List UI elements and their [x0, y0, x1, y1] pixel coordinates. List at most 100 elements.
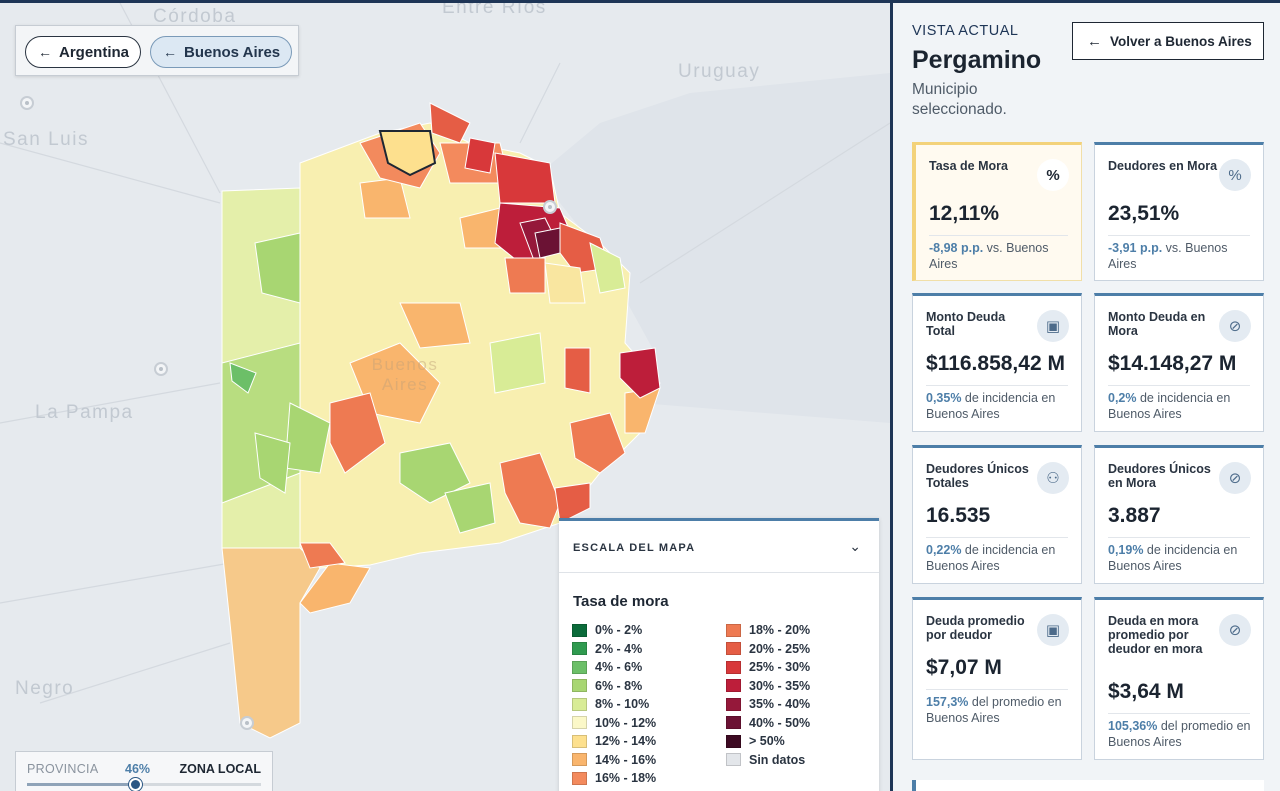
legend-item: 25% - 30% — [726, 658, 810, 677]
breadcrumb-argentina-button[interactable]: ← Argentina — [25, 36, 142, 68]
legend-swatch — [572, 753, 587, 767]
stat-card-note: -8,98 p.p. vs. Buenos Aires — [929, 241, 1077, 272]
stat-card-note-text: vs. Buenos Aires — [929, 241, 1049, 271]
stat-card[interactable]: Deudores Únicos Totales ⚇ 16.535 0,22% de i… — [912, 445, 1082, 584]
legend-subtitle: Tasa de mora — [573, 593, 669, 610]
legend-swatch — [726, 642, 741, 656]
divider — [1108, 537, 1250, 538]
breadcrumb-label: Argentina — [59, 43, 130, 61]
stat-card-title: Deuda promedio por deudor — [926, 614, 1025, 642]
map-canvas[interactable] — [0, 3, 890, 791]
stat-card-title: Deudores Únicos Totales — [926, 462, 1029, 490]
stat-card-value: $14.148,27 M — [1108, 352, 1237, 375]
next-card-stub — [912, 780, 1264, 791]
map-legend: ESCALA DEL MAPA ⌄ Tasa de mora 0% - 2% 2%… — [559, 518, 879, 791]
back-to-buenos-aires-button[interactable]: ← Volver a Buenos Aires — [1072, 22, 1264, 60]
legend-item-label: 25% - 30% — [749, 660, 811, 675]
top-border — [0, 0, 1280, 3]
arrow-left-icon: ← — [38, 44, 52, 60]
legend-item-label: 4% - 6% — [595, 660, 643, 675]
stat-card-note-highlight: -8,98 p.p. — [929, 241, 984, 255]
legend-item: 2% - 4% — [572, 640, 656, 659]
stat-card[interactable]: Tasa de Mora% 12,11% -8,98 p.p. vs. Buenos… — [912, 142, 1082, 281]
money-off-icon: ⊘ — [1219, 310, 1251, 342]
stat-card-value: $3,64 M — [1108, 680, 1184, 703]
legend-item: 18% - 20% — [726, 621, 810, 640]
legend-item: 10% - 12% — [572, 714, 656, 733]
stat-card-note: 105,36% del promedio en Buenos Aires — [1108, 719, 1256, 750]
legend-swatch — [726, 734, 741, 748]
stat-card-value: 12,11% — [929, 202, 1000, 225]
breadcrumb: ← Argentina ← Buenos Aires — [15, 25, 299, 76]
divider — [1108, 385, 1250, 386]
stat-card-note-highlight: 0,2% — [1108, 391, 1137, 405]
legend-item-label: 0% - 2% — [595, 623, 643, 638]
divider — [926, 689, 1068, 690]
slider-left-label: PROVINCIA — [27, 762, 99, 776]
arrow-left-icon: ← — [163, 44, 177, 60]
stat-card[interactable]: Deuda promedio por deudor ▣ $7,07 M 157,3% … — [912, 597, 1082, 760]
chevron-down-icon[interactable]: ⌄ — [849, 538, 861, 554]
legend-item-label: 20% - 25% — [749, 641, 811, 656]
legend-item: 35% - 40% — [726, 695, 810, 714]
legend-item-label: 16% - 18% — [595, 771, 657, 786]
percent-icon: % — [1037, 159, 1069, 191]
legend-swatch — [726, 697, 741, 711]
stat-card[interactable]: Monto Deuda en Mora ⊘ $14.148,27 M 0,2% de … — [1094, 293, 1264, 432]
legend-item: 6% - 8% — [572, 677, 656, 696]
stat-card-title: Tasa de Mora — [929, 159, 1008, 173]
stat-card-note-highlight: 0,35% — [926, 391, 962, 405]
legend-item: 16% - 18% — [572, 769, 656, 788]
slider-handle[interactable] — [128, 778, 142, 791]
legend-item: 14% - 16% — [572, 751, 656, 770]
current-view-label: VISTA ACTUAL — [912, 23, 1019, 39]
place-label-uruguay: Uruguay — [678, 61, 761, 82]
stat-card-note-highlight: 0,22% — [926, 543, 962, 557]
legend-item: 40% - 50% — [726, 714, 810, 733]
stat-card[interactable]: Deudores Únicos en Mora ⊘ 3.887 0,19% de in… — [1094, 445, 1264, 584]
slider-track[interactable] — [27, 778, 261, 791]
stat-card-note-text: de incidencia en Buenos Aires — [1108, 391, 1231, 421]
legend-item-label: > 50% — [749, 734, 785, 749]
province-shape — [221, 102, 661, 739]
stat-card-note: 0,35% de incidencia en Buenos Aires — [926, 391, 1074, 422]
stat-card-note-highlight: 105,36% — [1108, 719, 1158, 733]
place-label-la-pampa: La Pampa — [35, 402, 134, 423]
stat-card[interactable]: Deudores en Mora% 23,51% -3,91 p.p. vs. Bu… — [1094, 142, 1264, 281]
legend-item: 12% - 14% — [572, 732, 656, 751]
breadcrumb-buenos-aires-button[interactable]: ← Buenos Aires — [150, 36, 293, 68]
divider — [1108, 235, 1250, 236]
percent-icon: % — [1219, 159, 1251, 191]
legend-swatch — [572, 697, 587, 711]
stat-card-note-text: vs. Buenos Aires — [1108, 241, 1228, 271]
stat-card-note: 0,2% de incidencia en Buenos Aires — [1108, 391, 1256, 422]
city-marker[interactable] — [240, 716, 254, 730]
stat-card-value: 3.887 — [1108, 504, 1161, 527]
legend-item: 8% - 10% — [572, 695, 656, 714]
legend-item: 0% - 2% — [572, 621, 656, 640]
legend-item: 4% - 6% — [572, 658, 656, 677]
city-marker[interactable] — [20, 96, 34, 110]
map-area[interactable]: Córdoba Entre Ríos Uruguay San Luis La P… — [0, 3, 890, 791]
stat-card[interactable]: Monto Deuda Total ▣ $116.858,42 M 0,35% de … — [912, 293, 1082, 432]
stat-card-note-text: del promedio en Buenos Aires — [1108, 719, 1251, 749]
stat-card-value: $7,07 M — [926, 656, 1002, 679]
stat-card-note-highlight: 157,3% — [926, 695, 969, 709]
city-marker[interactable] — [543, 200, 557, 214]
legend-swatch — [572, 623, 587, 637]
legend-header[interactable]: ESCALA DEL MAPA ⌄ — [559, 521, 879, 573]
stat-card[interactable]: Deuda en mora promedio por deudor en mor… — [1094, 597, 1264, 760]
divider — [926, 537, 1068, 538]
legend-swatch — [572, 660, 587, 674]
legend-swatch — [726, 753, 741, 767]
legend-item: > 50% — [726, 732, 810, 751]
place-label-negro: Negro — [15, 678, 75, 699]
city-marker[interactable] — [154, 362, 168, 376]
money-icon: ▣ — [1037, 310, 1069, 342]
slider-value-label: 46% — [125, 762, 151, 776]
legend-swatch — [572, 716, 587, 730]
stat-card-title: Deudores en Mora — [1108, 159, 1218, 173]
stat-card-note-text: de incidencia en Buenos Aires — [926, 543, 1056, 573]
stat-card-note: 157,3% del promedio en Buenos Aires — [926, 695, 1074, 726]
legend-item-label: 14% - 16% — [595, 752, 657, 767]
